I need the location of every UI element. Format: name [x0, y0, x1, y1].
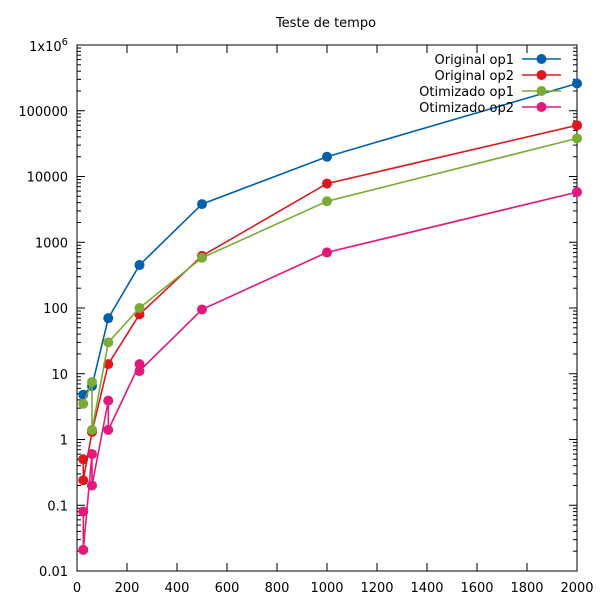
data-point: [87, 424, 97, 435]
series-line: [82, 124, 578, 481]
plot-border: [76, 44, 578, 572]
series-original-op1: [78, 78, 582, 400]
data-point: [322, 178, 332, 189]
y-tick-label: 0.01: [39, 565, 68, 580]
series-line: [82, 191, 578, 550]
x-axis: 0 200 400 600 800 1000 1200 1400 1600 1800 2000: [73, 45, 594, 596]
legend-label: Original op2: [435, 69, 514, 84]
y-tick-label: 1: [60, 434, 68, 449]
data-point: [134, 260, 145, 271]
x-tick-label: 1600: [460, 581, 493, 596]
series-original-op2: [78, 120, 582, 486]
x-tick-label: 0: [73, 581, 81, 596]
data-point: [103, 359, 114, 370]
legend-marker: [536, 102, 547, 112]
y-tick-label: 0.1: [47, 499, 68, 514]
plot-frame: [76, 44, 578, 572]
series-layer: [78, 78, 582, 555]
data-point: [103, 424, 114, 435]
data-point: [572, 120, 582, 131]
x-tick-label: 1000: [310, 581, 343, 596]
data-point: [134, 303, 145, 313]
y-tick-label: 10: [51, 368, 68, 383]
x-tick-label: 200: [115, 581, 140, 596]
data-point: [197, 304, 207, 315]
x-tick-label: 2000: [560, 581, 593, 596]
x-tick-label: 1200: [360, 581, 393, 596]
data-point: [78, 398, 89, 409]
data-point: [103, 313, 114, 324]
data-point: [197, 199, 207, 210]
data-point: [103, 395, 114, 406]
legend-label: Otimizado op2: [419, 101, 514, 116]
x-tick-label: 1400: [410, 581, 443, 596]
y-tick-label: 10000: [27, 171, 68, 186]
series-line: [82, 137, 578, 431]
legend-label: Otimizado op1: [419, 85, 514, 100]
data-point: [87, 449, 97, 460]
x-tick-label: 400: [165, 581, 190, 596]
data-point: [572, 133, 582, 144]
data-point: [87, 480, 97, 491]
data-point: [197, 252, 207, 263]
series-otimizado-op1: [78, 133, 582, 435]
chart-title: Teste de tempo: [275, 16, 376, 31]
y-axis: 0.01 0.1 1 10 100 1000 10000 100000 1x106: [18, 37, 577, 580]
y-tick-label: 100: [43, 302, 68, 317]
data-point: [322, 151, 332, 162]
legend-label: Original op1: [435, 53, 514, 68]
y-tick-label: 1000: [35, 236, 68, 251]
x-tick-label: 800: [265, 581, 290, 596]
series-line: [82, 82, 578, 396]
x-tick-label: 1800: [510, 581, 543, 596]
y-tick-label: 1x106: [29, 37, 68, 55]
legend-marker: [536, 70, 547, 80]
series-otimizado-op2: [78, 187, 582, 555]
data-point: [134, 366, 145, 377]
data-point: [572, 78, 582, 89]
data-point: [322, 196, 332, 207]
data-point: [87, 376, 97, 387]
data-point: [78, 454, 89, 465]
legend-marker: [536, 86, 547, 96]
data-point: [322, 247, 332, 258]
y-tick-label: 100000: [18, 105, 68, 120]
data-point: [134, 359, 145, 370]
data-point: [78, 544, 89, 555]
data-point: [78, 475, 89, 486]
data-point: [572, 187, 582, 198]
legend-marker: [536, 54, 547, 64]
x-tick-label: 600: [215, 581, 240, 596]
data-point: [103, 337, 114, 348]
data-point: [78, 506, 89, 517]
